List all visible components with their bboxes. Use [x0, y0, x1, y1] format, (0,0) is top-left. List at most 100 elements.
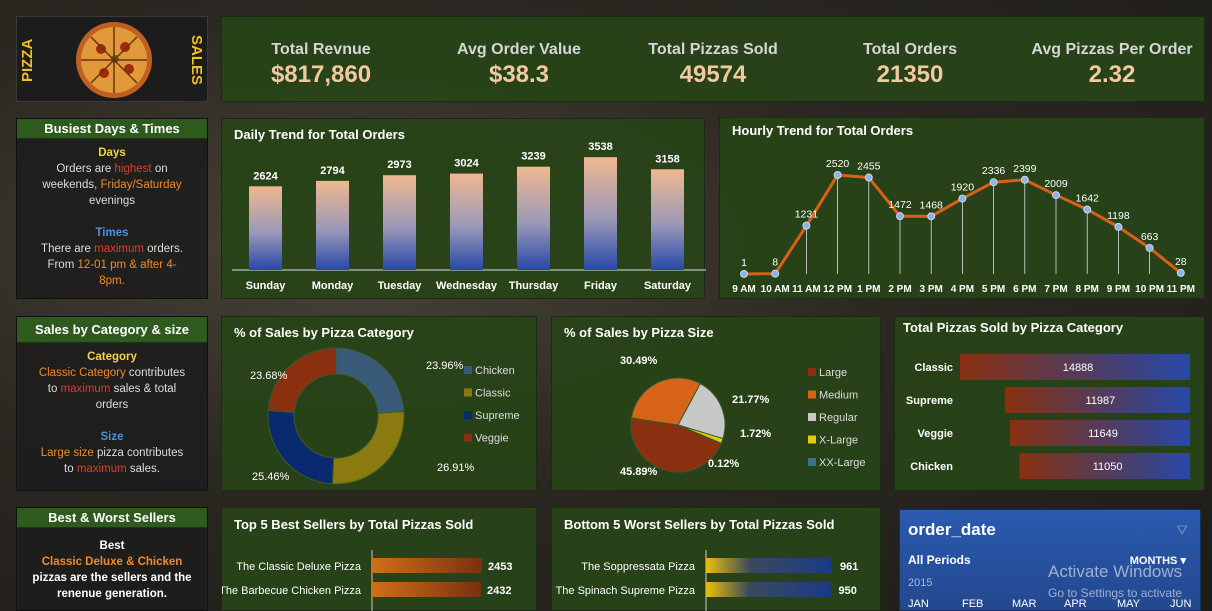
- hourly-tick-label: 9 PM: [1107, 284, 1130, 295]
- total-cat-bar: [960, 354, 1190, 380]
- daily-tick-label: Tuesday: [378, 280, 423, 292]
- total-cat-chart: Classic 14888 Supreme 11987 Veggie 11649 Chick…: [906, 354, 1190, 479]
- legend-swatch: [808, 390, 816, 399]
- hourly-data-label: 1920: [951, 182, 975, 194]
- days-line-3: evenings: [88, 195, 136, 207]
- pie-slice: [677, 424, 722, 445]
- hourly-point: [958, 194, 967, 203]
- top5-bar: [372, 558, 482, 573]
- month-jun[interactable]: JUN: [1170, 598, 1192, 610]
- kpi-panel: Total Revnue $817,860 Avg Order Value $3…: [221, 16, 1205, 102]
- legend-label: Regular: [819, 412, 858, 424]
- total-cat-data-label: 11050: [1093, 461, 1123, 473]
- size-line-1: Large size pizza contributes: [40, 447, 184, 459]
- month-feb[interactable]: FEB: [962, 598, 984, 610]
- busiest-panel: Busiest Days & Times Days Orders are hig…: [16, 118, 208, 299]
- daily-bar: [517, 166, 550, 270]
- month-mar[interactable]: MAR: [1012, 598, 1037, 610]
- top5-tick-label: The Barbecue Chicken Pizza: [222, 585, 362, 597]
- slicer-title: order_date: [908, 520, 996, 539]
- month-may[interactable]: MAY: [1117, 598, 1141, 610]
- pct-size-panel: % of Sales by Pizza Size 45.89% 30.49% 21.…: [551, 316, 881, 491]
- hourly-point: [802, 221, 811, 230]
- times-heading: Times: [95, 227, 129, 239]
- donut-data-label: 23.96%: [426, 360, 464, 372]
- logo-right-text: SALES: [188, 35, 205, 86]
- pie-slice: [677, 382, 726, 440]
- legend-swatch: [464, 433, 472, 442]
- hourly-tick-label: 11 PM: [1167, 284, 1195, 295]
- hourly-tick-label: 6 PM: [1013, 284, 1036, 295]
- kpi-total-pizzas-sold: Total Pizzas Sold 49574: [628, 41, 798, 89]
- daily-tick-label: Sunday: [246, 280, 287, 292]
- total-cat-tick-label: Chicken: [910, 461, 953, 473]
- category-heading: Category: [87, 351, 137, 363]
- donut-slice: [335, 347, 405, 414]
- hourly-data-label: 2520: [826, 158, 850, 170]
- legend-swatch: [808, 413, 816, 421]
- hourly-point: [989, 178, 998, 187]
- kpi-value: $817,860: [270, 61, 372, 88]
- daily-trend-panel: Daily Trend for Total Orders 2624 Sunday 2…: [221, 118, 706, 299]
- top5-bar: [372, 582, 482, 597]
- order-date-slicer[interactable]: order_date ⛛ All Periods MONTHS ▾ 2015 J…: [899, 509, 1201, 611]
- best-line-3: renenue generation.: [57, 588, 167, 600]
- pie-data-label: 30.49%: [620, 355, 658, 367]
- slicer-unit-dropdown[interactable]: MONTHS ▾: [1129, 555, 1186, 567]
- logo-left-text: PIZZA: [19, 38, 36, 82]
- daily-bar-label: 3024: [454, 158, 479, 170]
- slicer-months: JAN FEB MAR APR MAY JUN: [900, 598, 1200, 611]
- slicer-period[interactable]: All Periods: [908, 553, 971, 567]
- kpi-label: Total Revnue: [271, 41, 371, 58]
- legend-swatch: [808, 458, 816, 466]
- total-cat-tick-label: Supreme: [906, 395, 953, 407]
- hourly-point: [771, 269, 780, 278]
- kpi-label: Avg Pizzas Per Order: [1031, 41, 1193, 58]
- pie-data-label: 45.89%: [620, 466, 658, 478]
- daily-bar-label: 2794: [320, 165, 345, 177]
- hourly-point: [864, 173, 873, 182]
- hourly-tick-label: 5 PM: [982, 284, 1005, 295]
- total-cat-data-label: 11649: [1088, 428, 1118, 440]
- donut-slice: [331, 411, 405, 485]
- kpi-value: 49574: [679, 61, 747, 88]
- pie-data-label: 0.12%: [708, 458, 739, 470]
- size-heading: Size: [100, 431, 124, 443]
- bottom5-bar: [706, 582, 831, 597]
- total-cat-panel: Total Pizzas Sold by Pizza Category Clas…: [894, 316, 1205, 491]
- bottom5-tick-label: The Spinach Supreme Pizza: [556, 585, 696, 597]
- kpi-label: Total Orders: [863, 41, 957, 58]
- best-heading: Best: [99, 540, 125, 552]
- pie-data-label: 1.72%: [740, 428, 771, 440]
- legend-label: Classic: [475, 388, 511, 400]
- hourly-point: [1114, 222, 1123, 231]
- daily-bar-label: 3158: [655, 153, 679, 165]
- month-jan[interactable]: JAN: [908, 598, 929, 610]
- hourly-trend-chart: 1 9 AM 8 10 AM 1231 11 AM 2520 12 PM 2455 1 PM 147…: [732, 158, 1195, 295]
- kpi-total-revenue: Total Revnue $817,860: [236, 41, 406, 89]
- daily-bar-label: 3538: [588, 141, 612, 153]
- hourly-point: [1176, 268, 1185, 277]
- hourly-tick-label: 2 PM: [888, 284, 911, 295]
- month-apr[interactable]: APR: [1064, 598, 1087, 610]
- total-cat-data-label: 14888: [1063, 362, 1094, 374]
- legend-label: Veggie: [475, 433, 509, 445]
- daily-bar: [651, 169, 684, 270]
- total-cat-data-label: 11987: [1086, 395, 1116, 407]
- kpi-avg-order-value: Avg Order Value $38.3: [434, 41, 604, 89]
- category-size-body: Category Classic Category contributes to…: [21, 349, 203, 477]
- kpi-avg-pizzas-per-order: Avg Pizzas Per Order 2.32: [1022, 41, 1202, 89]
- daily-tick-label: Wednesday: [436, 280, 498, 292]
- pie-slice: [630, 377, 702, 426]
- activate-windows-title: Activate Windows: [1048, 562, 1183, 581]
- category-line-2: to maximum sales & total: [47, 383, 177, 395]
- daily-tick-label: Monday: [312, 280, 354, 292]
- hourly-data-label: 28: [1175, 256, 1187, 268]
- busiest-body: Days Orders are highest on weekends, Fri…: [21, 145, 203, 289]
- legend-label: Chicken: [475, 365, 515, 377]
- clear-filter-icon[interactable]: ⛛: [1176, 522, 1188, 538]
- daily-bar: [316, 180, 349, 270]
- legend-swatch: [808, 368, 816, 376]
- category-size-panel: Sales by Category & size Category Classi…: [16, 316, 208, 491]
- times-line-3: 8pm.: [99, 275, 125, 287]
